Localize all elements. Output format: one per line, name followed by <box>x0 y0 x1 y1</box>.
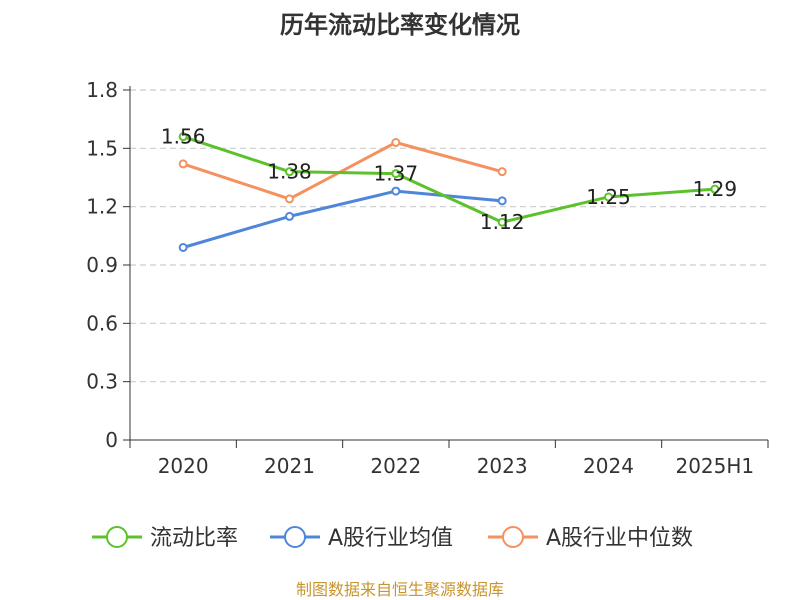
legend: 流动比率 A股行业均值 A股行业中位数 <box>92 526 693 551</box>
data-point[interactable] <box>497 167 507 177</box>
legend-label: A股行业中位数 <box>546 526 693 551</box>
legend-item[interactable]: A股行业中位数 <box>488 526 693 551</box>
data-point[interactable] <box>391 138 401 147</box>
x-tick-label: 2025H1 <box>675 454 754 478</box>
series-line <box>182 141 503 201</box>
data-point[interactable] <box>391 186 401 196</box>
data-label: 1.25 <box>586 185 631 209</box>
y-tick-label: 1.2 <box>86 195 118 219</box>
data-point[interactable] <box>285 194 294 204</box>
data-label: 1.56 <box>161 125 206 149</box>
axes: 0 0.3 0.6 0.9 1.2 1.5 1.8 2020 2021 2022 2023 2024 2… <box>86 78 769 478</box>
legend-marker <box>284 526 306 548</box>
data-label: 1.37 <box>374 162 419 186</box>
y-tick-label: 0.9 <box>86 253 118 277</box>
data-point[interactable] <box>391 169 401 179</box>
data-point[interactable] <box>178 159 188 169</box>
legend-item[interactable]: 流动比率 <box>92 526 238 551</box>
legend-item[interactable]: A股行业均值 <box>270 526 453 551</box>
data-point[interactable] <box>497 196 507 206</box>
data-point[interactable] <box>178 132 188 142</box>
data-point[interactable] <box>285 211 294 221</box>
x-tick-label: 2023 <box>477 454 528 478</box>
data-labels: 1.56 1.38 1.37 1.12 1.25 1.29 <box>161 125 737 235</box>
data-point[interactable] <box>710 184 720 194</box>
source-note: 制图数据来自恒生聚源数据库 <box>296 580 504 599</box>
data-point[interactable] <box>285 167 294 177</box>
y-tick-label: 0 <box>105 428 118 452</box>
x-tick-label: 2020 <box>158 454 209 478</box>
data-label: 1.38 <box>267 160 312 184</box>
series-line <box>182 135 715 224</box>
y-tick-label: 1.5 <box>86 136 118 160</box>
data-point[interactable] <box>497 217 507 227</box>
data-point[interactable] <box>178 243 188 252</box>
chart-title: 历年流动比率变化情况 <box>280 11 520 39</box>
data-label: 1.29 <box>693 177 738 201</box>
y-tick-label: 1.8 <box>86 78 118 102</box>
series-layer <box>178 132 720 252</box>
y-tick-label: 0.3 <box>86 370 118 394</box>
y-tick-label: 0.6 <box>86 311 118 335</box>
x-tick-label: 2021 <box>264 454 315 478</box>
data-point[interactable] <box>604 192 613 202</box>
x-tick-label: 2022 <box>370 454 421 478</box>
grid <box>130 89 768 383</box>
legend-label: 流动比率 <box>150 526 238 551</box>
x-tick-label: 2024 <box>583 454 634 478</box>
legend-marker <box>106 526 128 548</box>
legend-marker <box>502 526 524 548</box>
legend-label: A股行业均值 <box>328 526 453 551</box>
series-line <box>182 189 503 249</box>
data-label: 1.12 <box>480 210 525 234</box>
